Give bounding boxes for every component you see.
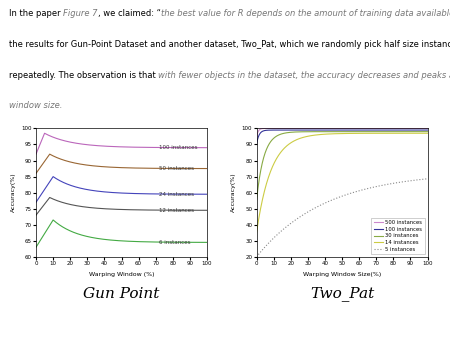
Text: Two_Pat: Two_Pat bbox=[310, 287, 374, 301]
Text: 24 instances: 24 instances bbox=[159, 192, 194, 197]
Text: Gun Point: Gun Point bbox=[83, 287, 160, 301]
Text: In the paper: In the paper bbox=[9, 9, 63, 18]
Legend: 500 instances, 100 instances, 30 instances, 14 instances, 5 instances: 500 instances, 100 instances, 30 instanc… bbox=[371, 218, 425, 254]
Text: window size.: window size. bbox=[9, 101, 63, 111]
Text: 6 instances: 6 instances bbox=[159, 240, 191, 245]
Text: 50 instances: 50 instances bbox=[159, 166, 194, 171]
Text: , we claimed: “: , we claimed: “ bbox=[98, 9, 161, 18]
Text: the results for Gun-Point Dataset and another dataset, Two_Pat, which we randoml: the results for Gun-Point Dataset and an… bbox=[9, 40, 450, 49]
Text: with fewer objects in the dataset, the accuracy decreases and peaks at larger: with fewer objects in the dataset, the a… bbox=[158, 71, 450, 80]
Text: Figure 7: Figure 7 bbox=[63, 9, 98, 18]
X-axis label: Warping Window (%): Warping Window (%) bbox=[89, 272, 154, 276]
Text: 100 instances: 100 instances bbox=[159, 145, 198, 150]
Y-axis label: Accuracy(%): Accuracy(%) bbox=[11, 173, 16, 213]
Text: 12 instances: 12 instances bbox=[159, 208, 194, 213]
Text: the best value for R depends on the amount of training data available.: the best value for R depends on the amou… bbox=[161, 9, 450, 18]
Y-axis label: Accuracy(%): Accuracy(%) bbox=[231, 173, 236, 213]
Text: repeatedly. The observation is that: repeatedly. The observation is that bbox=[9, 71, 158, 80]
X-axis label: Warping Window Size(%): Warping Window Size(%) bbox=[303, 272, 381, 276]
